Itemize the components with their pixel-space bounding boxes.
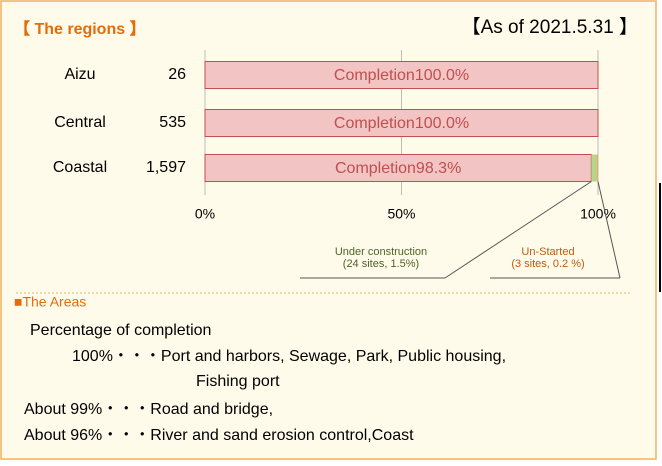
areas-line: About 96%・・・River and sand erosion contr…	[24, 427, 414, 444]
region-total: 535	[159, 114, 186, 131]
region-total: 1,597	[146, 159, 186, 176]
areas-line: Percentage of completion	[30, 322, 211, 339]
areas-line: About 99%・・・Road and bridge,	[24, 401, 273, 418]
bar-segment	[204, 61, 599, 89]
x-tick-label: 50%	[387, 206, 415, 222]
annotation: (24 sites, 1.5%)	[343, 258, 419, 270]
bar-segment	[591, 154, 598, 182]
areas-line: 100%・・・Port and harbors, Sewage, Park, P…	[72, 348, 506, 365]
annotation: Under construction	[335, 246, 427, 258]
bar-segment	[204, 154, 592, 182]
value-label: Completion98.3%	[335, 160, 461, 177]
value-label: Completion100.0%	[334, 67, 469, 84]
x-tick-label: 100%	[580, 206, 616, 222]
bar-segment	[204, 109, 599, 137]
category-label: Aizu	[64, 66, 95, 83]
callout-line	[444, 181, 592, 279]
callout-line	[597, 181, 621, 279]
region-total: 26	[168, 66, 186, 83]
areas-heading: ■The Areas	[14, 294, 86, 310]
annotation: Un-Started	[521, 246, 574, 258]
category-label: Coastal	[53, 159, 107, 176]
chart-subtitle: 【As of 2021.5.31 】	[462, 16, 638, 38]
annotation: (3 sites, 0.2 %)	[511, 258, 584, 270]
x-tick-label: 0%	[195, 206, 215, 222]
chart-title: 【 The regions 】	[14, 20, 146, 38]
bar-segment	[597, 154, 598, 182]
value-label: Completion100.0%	[334, 115, 469, 132]
areas-line: Fishing port	[196, 373, 280, 390]
category-label: Central	[54, 114, 106, 131]
